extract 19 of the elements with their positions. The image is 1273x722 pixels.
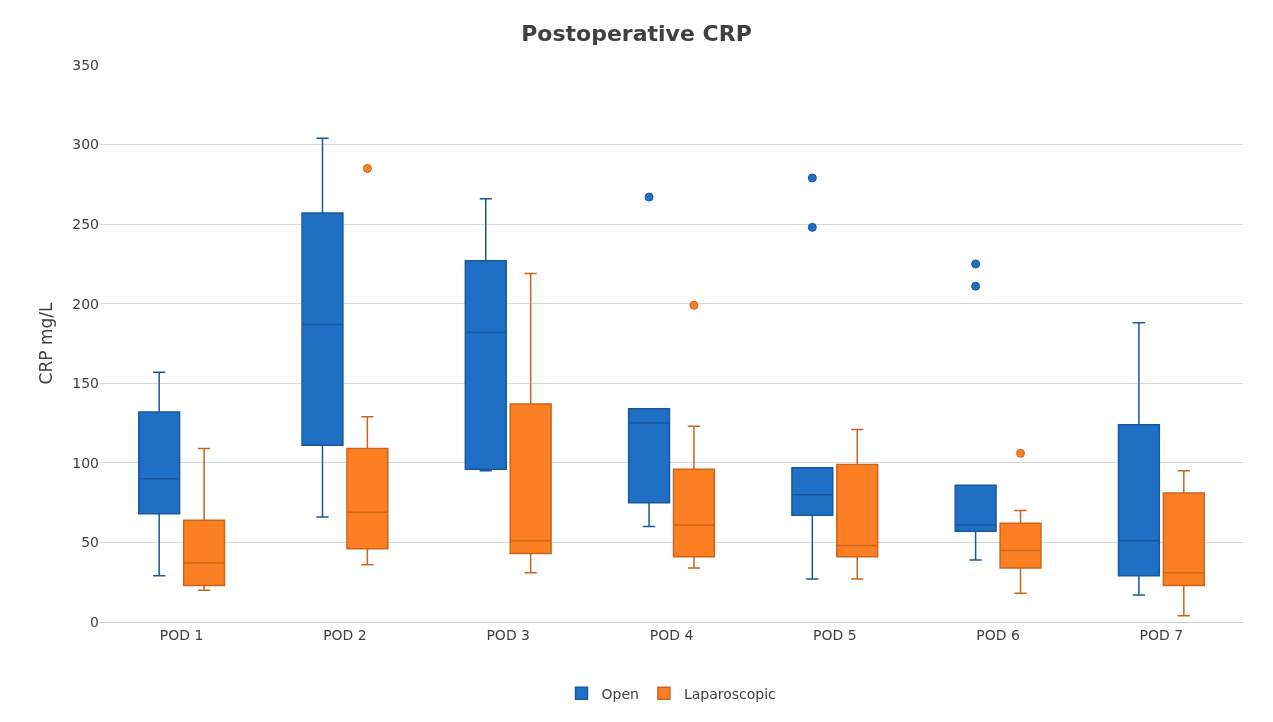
y-tick-label: 350 [72, 56, 99, 73]
x-tick-label: POD 2 [323, 626, 367, 643]
legend-label: Laparoscopic [683, 685, 776, 702]
x-tick-label: POD 4 [649, 626, 694, 643]
x-tick-label: POD 6 [976, 626, 1020, 643]
x-tick-label: POD 7 [1139, 626, 1184, 643]
y-tick-label: 50 [81, 534, 99, 551]
legend-label: Open [601, 685, 639, 702]
y-tick-label: 100 [72, 454, 99, 471]
x-tick-label: POD 3 [486, 626, 531, 643]
chart-title: Postoperative CRP [521, 20, 752, 46]
x-tick-label: POD 1 [159, 626, 204, 643]
x-tick-label: POD 5 [812, 626, 857, 643]
y-tick-label: 0 [90, 613, 99, 630]
y-axis-title: CRP mg/L [35, 302, 56, 385]
y-tick-label: 300 [72, 136, 99, 153]
y-tick-label: 250 [72, 216, 99, 233]
y-tick-label: 150 [72, 375, 99, 392]
y-tick-label: 200 [72, 295, 99, 312]
